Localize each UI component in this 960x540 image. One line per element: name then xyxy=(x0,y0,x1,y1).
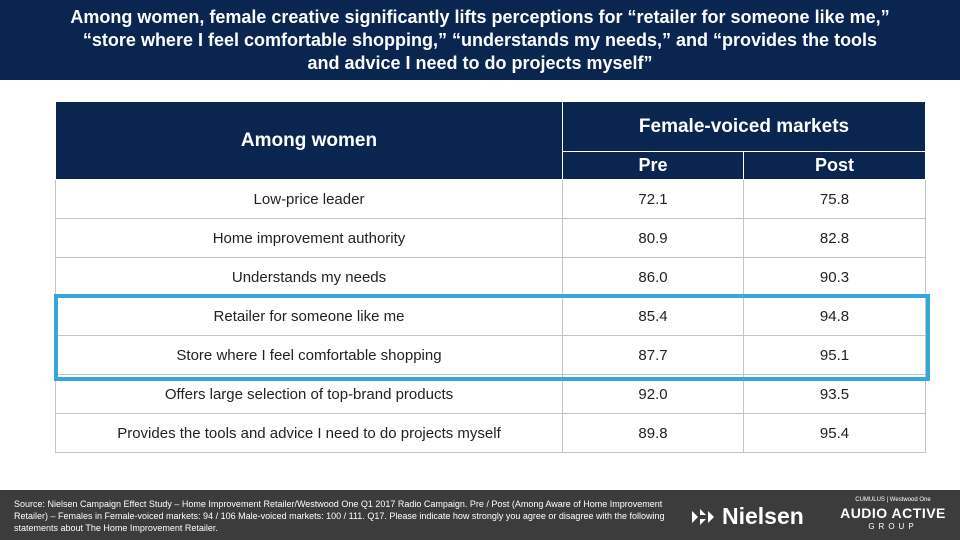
column-header-pre: Pre xyxy=(562,151,744,180)
row-label: Provides the tools and advice I need to … xyxy=(55,413,563,453)
partner-main-line: AUDIO ACTIVE xyxy=(840,505,946,521)
post-value: 75.8 xyxy=(742,179,927,219)
table-row: Offers large selection of top-brand prod… xyxy=(55,374,927,414)
column-header-post: Post xyxy=(742,151,927,180)
title-banner: Among women, female creative significant… xyxy=(0,0,960,80)
pre-value: 87.7 xyxy=(562,335,744,375)
row-label: Offers large selection of top-brand prod… xyxy=(55,374,563,414)
post-value: 95.1 xyxy=(742,335,927,375)
partner-sub-line: GROUP xyxy=(868,522,918,531)
nielsen-mark-icon xyxy=(692,508,714,525)
table-row: Retailer for someone like me 85.4 94.8 xyxy=(55,296,927,336)
nielsen-logo: Nielsen xyxy=(690,503,804,530)
table-row: Low-price leader 72.1 75.8 xyxy=(55,179,927,219)
row-label: Understands my needs xyxy=(55,257,563,297)
pre-value: 72.1 xyxy=(562,179,744,219)
row-label: Retailer for someone like me xyxy=(55,296,563,336)
post-value: 90.3 xyxy=(742,257,927,297)
table-row: Provides the tools and advice I need to … xyxy=(55,413,927,453)
post-value: 94.8 xyxy=(742,296,927,336)
post-value: 82.8 xyxy=(742,218,927,258)
pre-value: 86.0 xyxy=(562,257,744,297)
post-value: 95.4 xyxy=(742,413,927,453)
table-row: Home improvement authority 80.9 82.8 xyxy=(55,218,927,258)
table-row: Store where I feel comfortable shopping … xyxy=(55,335,927,375)
row-label: Store where I feel comfortable shopping xyxy=(55,335,563,375)
partner-top-line: CUMULUS | Westwood One xyxy=(855,497,931,503)
pre-value: 80.9 xyxy=(562,218,744,258)
row-label: Low-price leader xyxy=(55,179,563,219)
footer-bar: Source: Nielsen Campaign Effect Study – … xyxy=(0,490,960,540)
source-note: Source: Nielsen Campaign Effect Study – … xyxy=(14,499,665,533)
audio-active-group-logo: CUMULUS | Westwood One AUDIO ACTIVE GROU… xyxy=(833,496,953,532)
post-value: 93.5 xyxy=(742,374,927,414)
nielsen-wordmark: Nielsen xyxy=(722,503,804,529)
pre-value: 92.0 xyxy=(562,374,744,414)
row-header-label: Among women xyxy=(55,101,563,180)
perception-table: Among women Female-voiced markets Pre Po… xyxy=(55,101,927,453)
slide-title: Among women, female creative significant… xyxy=(70,6,890,73)
column-group-header: Female-voiced markets xyxy=(561,101,927,152)
pre-value: 85.4 xyxy=(562,296,744,336)
pre-value: 89.8 xyxy=(562,413,744,453)
row-label: Home improvement authority xyxy=(55,218,563,258)
table-row: Understands my needs 86.0 90.3 xyxy=(55,257,927,297)
